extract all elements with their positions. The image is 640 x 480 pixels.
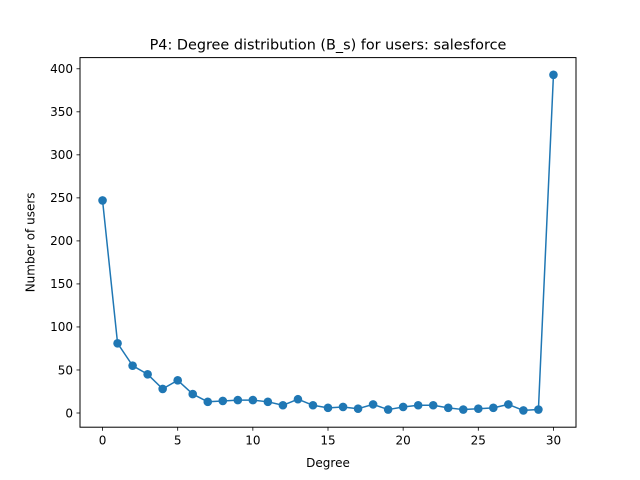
x-axis-label: Degree xyxy=(306,456,350,470)
y-tick-label: 300 xyxy=(50,148,73,162)
data-point xyxy=(158,384,167,394)
data-point xyxy=(474,404,483,413)
x-tick-label: 20 xyxy=(396,434,411,448)
x-tick-label: 5 xyxy=(174,434,182,448)
plot-area xyxy=(98,70,558,415)
data-point xyxy=(233,395,243,405)
x-tick-label: 25 xyxy=(471,434,486,448)
data-point xyxy=(128,361,137,370)
x-tick-label: 0 xyxy=(99,434,107,448)
y-tick-label: 200 xyxy=(50,234,73,248)
y-axis: 0 50 100 150 200 250 300 350 400 xyxy=(50,62,80,420)
data-point xyxy=(143,369,152,379)
data-point xyxy=(534,405,543,414)
y-tick-label: 400 xyxy=(50,62,73,76)
chart-title: P4: Degree distribution (B_s) for users:… xyxy=(150,38,507,54)
data-point xyxy=(428,400,438,410)
y-tick-label: 150 xyxy=(50,277,73,291)
data-point xyxy=(278,400,288,410)
data-point xyxy=(173,376,182,385)
y-tick-label: 100 xyxy=(50,320,73,334)
data-point xyxy=(188,389,198,399)
data-point xyxy=(489,403,498,413)
data-point xyxy=(458,405,468,414)
data-point xyxy=(504,400,513,409)
data-point xyxy=(293,394,303,404)
data-point xyxy=(113,338,122,348)
data-point xyxy=(443,403,453,413)
y-tick-label: 50 xyxy=(58,363,73,377)
data-point xyxy=(368,400,378,409)
data-point xyxy=(338,402,348,412)
data-point xyxy=(218,396,228,406)
data-point xyxy=(383,405,393,414)
data-point xyxy=(353,404,363,413)
data-point xyxy=(98,196,107,205)
data-point xyxy=(549,70,558,80)
data-point xyxy=(263,397,273,407)
y-axis-label: Number of users xyxy=(24,192,38,292)
x-axis: 0 5 10 15 20 25 30 xyxy=(99,427,561,448)
x-tick-label: 15 xyxy=(320,434,335,448)
data-point xyxy=(398,402,408,412)
y-tick-label: 0 xyxy=(65,406,73,420)
data-point xyxy=(323,403,333,413)
data-point xyxy=(308,400,318,410)
x-tick-label: 10 xyxy=(245,434,260,448)
data-point xyxy=(248,395,258,405)
data-point xyxy=(203,397,213,407)
x-tick-label: 30 xyxy=(546,434,561,448)
data-point xyxy=(519,406,528,415)
y-tick-label: 250 xyxy=(50,191,73,205)
data-point xyxy=(413,400,423,410)
y-tick-label: 350 xyxy=(50,105,73,119)
